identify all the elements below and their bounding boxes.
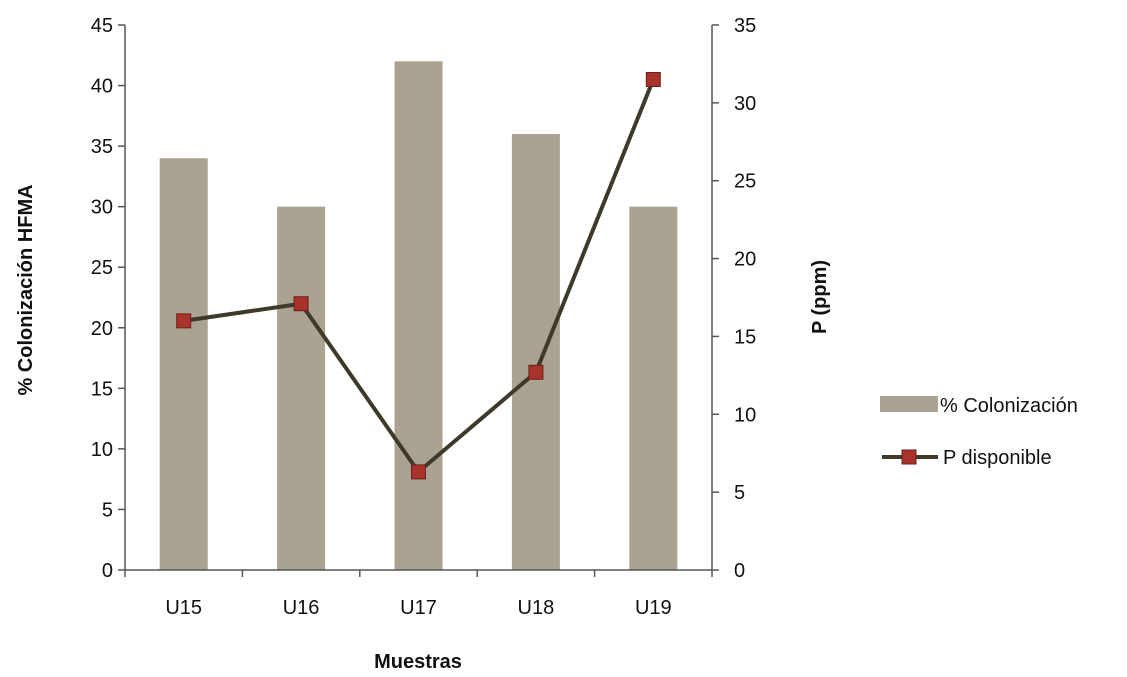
axes-layer	[124, 25, 713, 571]
ticks-layer: 0 5 10 15 20 25 30 35 40 45 0 5 10 15 20 25 30 35 U15 U16 U1…	[91, 15, 757, 619]
bar-u18	[511, 134, 560, 570]
right-y-tick-label: 30	[734, 93, 756, 115]
bar-u19	[629, 206, 678, 570]
right-y-tick-label: 35	[734, 15, 756, 37]
x-tick-label: U16	[283, 597, 320, 619]
right-y-tick-label: 15	[734, 326, 756, 348]
x-tick-label: U15	[165, 597, 202, 619]
right-y-axis-title: P (ppm)	[809, 260, 831, 334]
p-disponible-point-u17	[411, 464, 426, 480]
x-tick-label: U18	[518, 597, 555, 619]
p-disponible-point-u19	[645, 72, 661, 87]
p-disponible-point-u18	[528, 364, 544, 380]
p-disponible-point-u16	[293, 296, 309, 312]
p-disponible-point-u15	[176, 313, 192, 329]
left-y-tick-label: 25	[91, 257, 113, 279]
legend-bar-swatch	[880, 396, 938, 412]
x-tick-label: U17	[400, 597, 437, 619]
bar-u16	[277, 206, 326, 570]
right-y-tick-label: 10	[734, 404, 756, 426]
line-layer	[176, 72, 661, 480]
bars-layer	[159, 61, 678, 570]
right-y-tick-label: 20	[734, 249, 756, 271]
left-y-tick-label: 0	[102, 560, 113, 582]
left-y-axis-title: % Colonización HFMA	[15, 184, 37, 395]
left-y-tick-label: 20	[91, 318, 113, 340]
legend-line-label: P disponible	[943, 447, 1052, 469]
left-y-tick-label: 45	[91, 15, 113, 37]
bar-u17	[394, 61, 443, 570]
x-tick-label: U19	[635, 597, 672, 619]
left-y-tick-label: 10	[91, 439, 113, 461]
legend-line-marker	[901, 449, 917, 465]
left-y-tick-label: 30	[91, 197, 113, 219]
right-y-tick-label: 0	[734, 560, 745, 582]
left-y-tick-label: 35	[91, 136, 113, 158]
left-y-tick-label: 5	[102, 499, 113, 521]
legend-bar-label: % Colonización	[940, 395, 1078, 417]
bar-u15	[159, 158, 208, 570]
left-y-tick-label: 40	[91, 76, 113, 98]
legend: % Colonización P disponible	[880, 395, 1078, 469]
x-axis-title: Muestras	[374, 651, 462, 673]
right-y-tick-label: 5	[734, 482, 745, 504]
left-y-tick-label: 15	[91, 378, 113, 400]
right-y-tick-label: 25	[734, 171, 756, 193]
